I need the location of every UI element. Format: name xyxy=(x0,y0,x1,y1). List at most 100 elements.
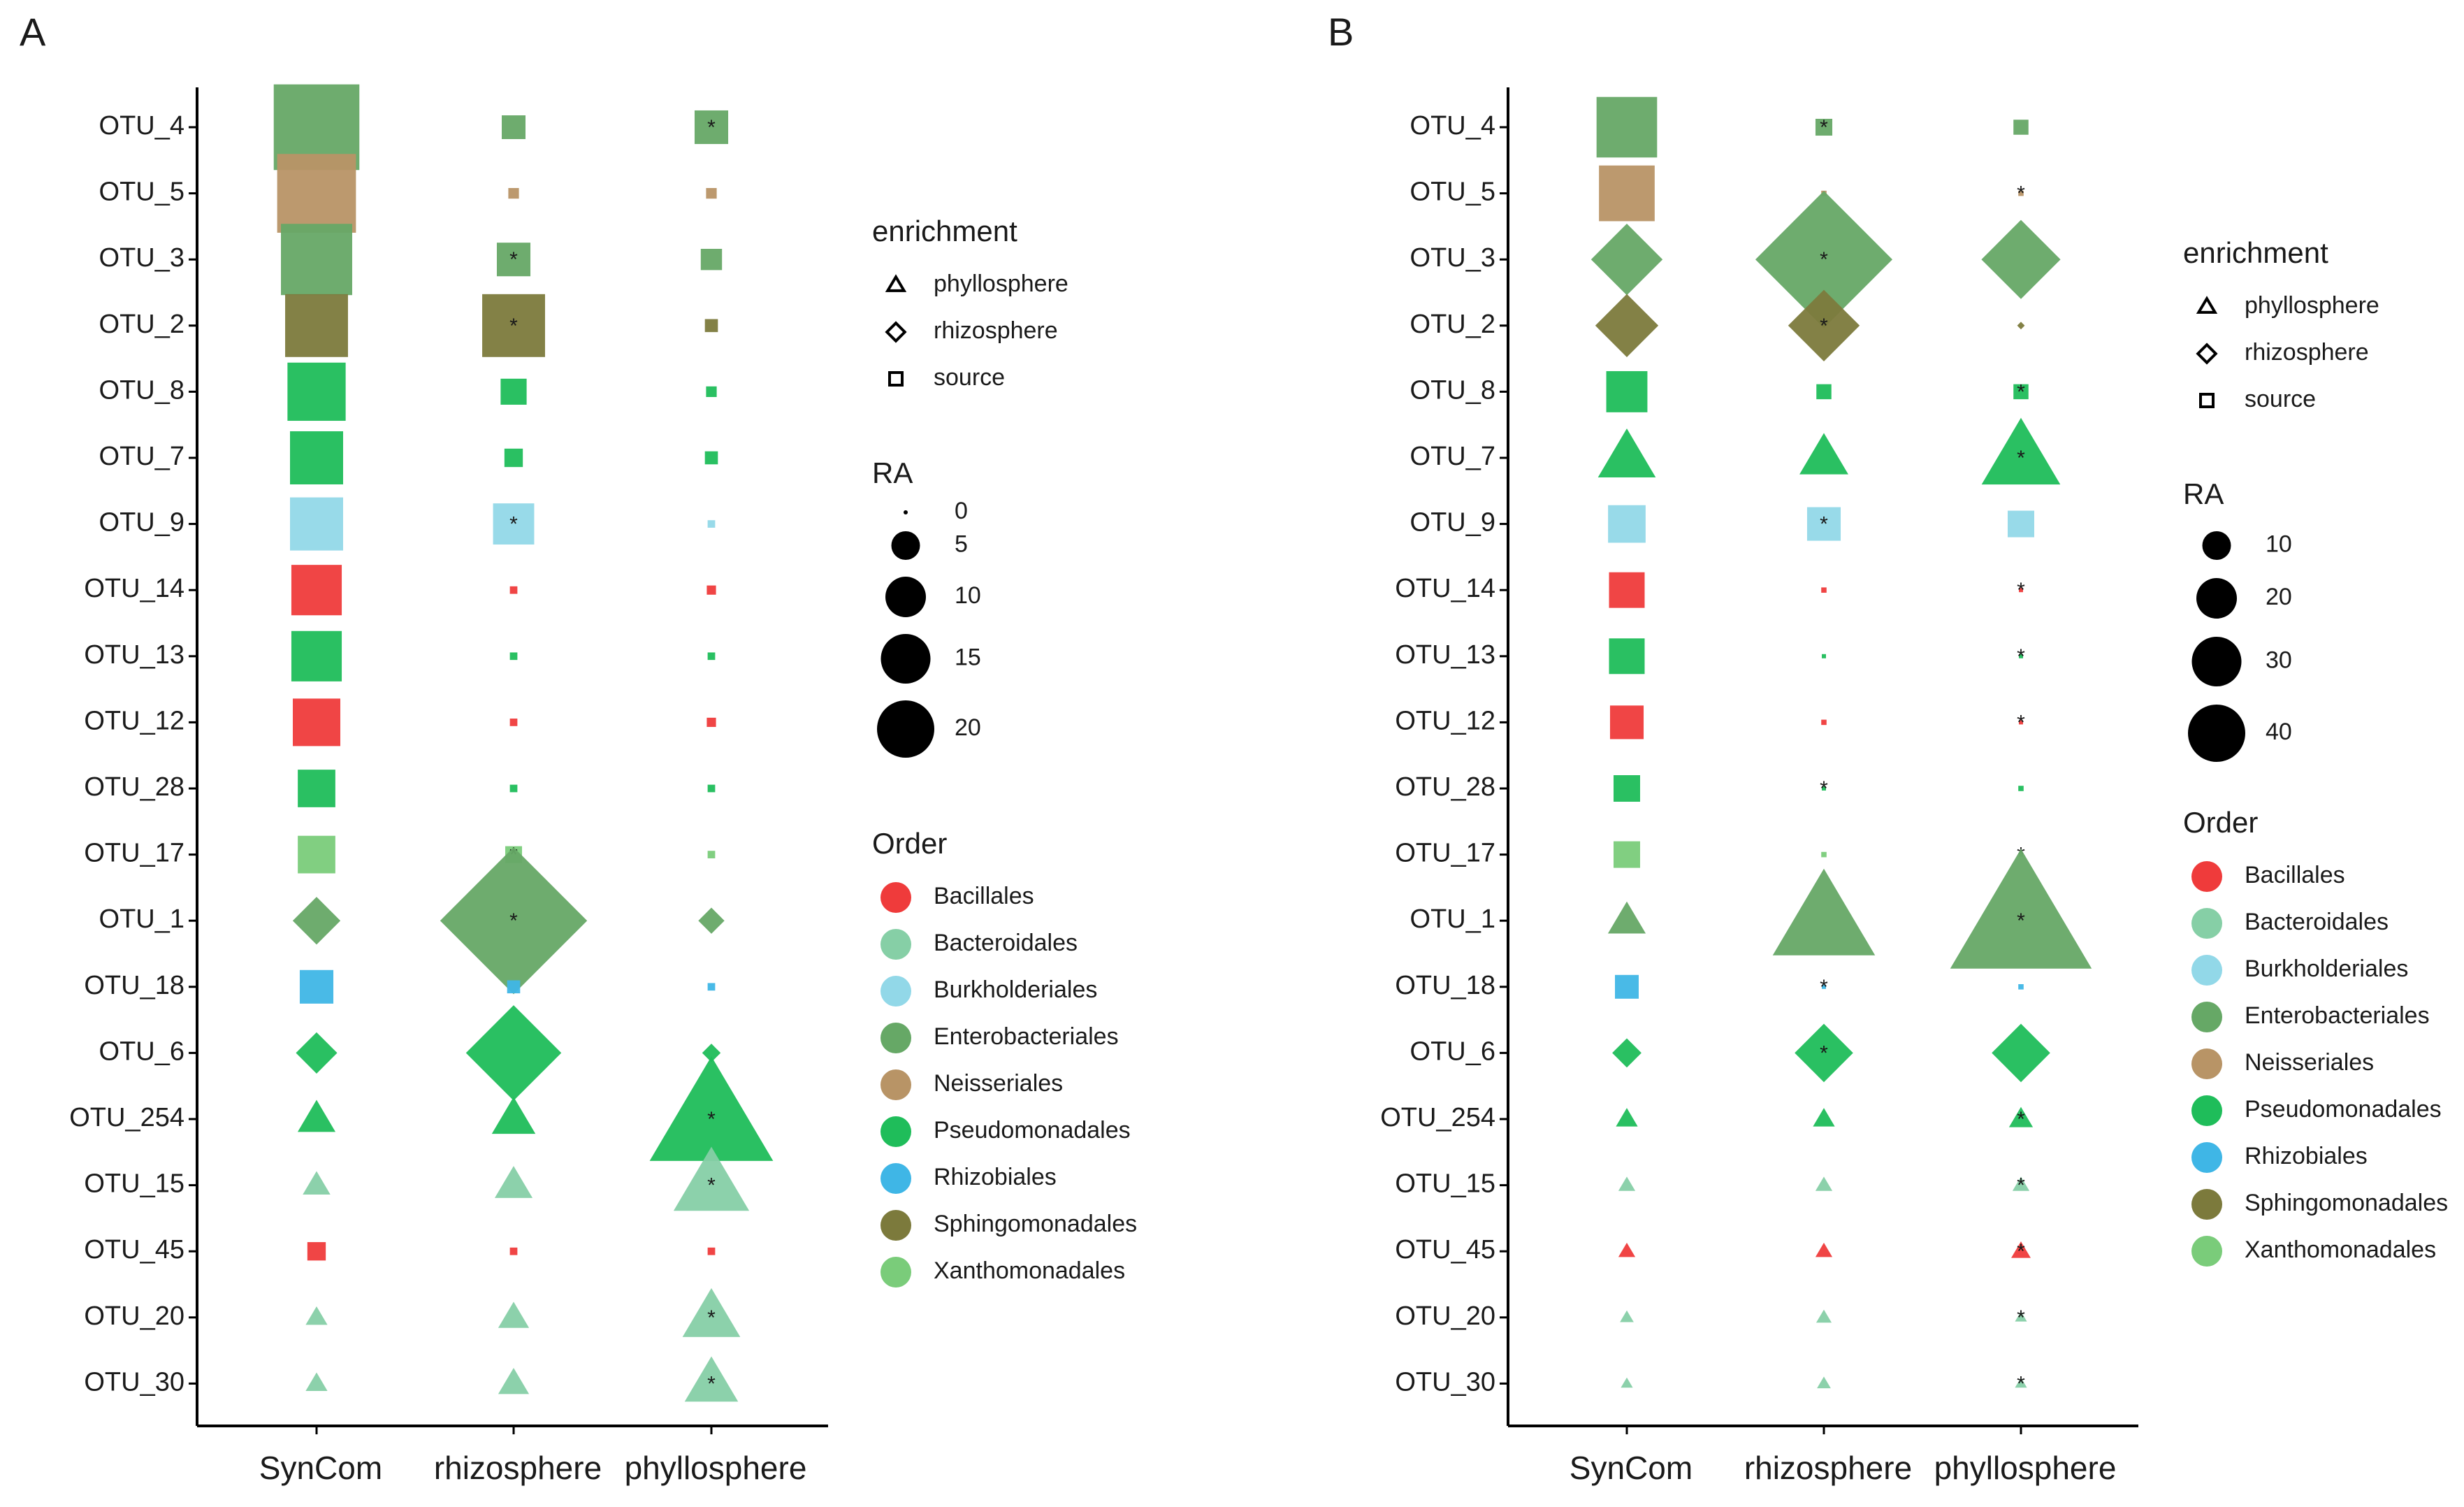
order-legend-swatch xyxy=(880,1257,911,1288)
y-tick-label: OTU_15 xyxy=(84,1169,184,1199)
data-point xyxy=(1806,507,1841,541)
size-legend-title: RA xyxy=(872,456,913,489)
significance-star: * xyxy=(509,513,518,536)
panel-label: A xyxy=(20,10,46,54)
data-point xyxy=(303,1171,331,1195)
order-legend-label: Neisseriales xyxy=(2245,1049,2374,1076)
order-legend-label: Rhizobiales xyxy=(2245,1143,2368,1169)
data-point xyxy=(498,1302,530,1328)
data-point xyxy=(2018,190,2024,196)
size-legend-circle xyxy=(880,633,931,684)
y-tick-label: OTU_20 xyxy=(1395,1302,1495,1331)
data-point xyxy=(1614,775,1640,802)
y-tick-label: OTU_12 xyxy=(1395,706,1495,735)
x-tick-label: SynCom xyxy=(1570,1450,1693,1486)
y-tick-label: OTU_7 xyxy=(1410,442,1495,471)
y-tick-label: OTU_14 xyxy=(1395,574,1495,603)
order-legend-swatch xyxy=(2191,1236,2222,1267)
order-legend-swatch xyxy=(880,1163,911,1194)
data-point xyxy=(299,969,334,1004)
y-tick-label: OTU_17 xyxy=(1395,839,1495,868)
data-point xyxy=(1815,1242,1833,1257)
data-point xyxy=(706,717,716,727)
size-legend-label: 5 xyxy=(955,531,968,557)
data-point xyxy=(1815,1176,1833,1191)
data-point xyxy=(1981,219,2061,299)
enrichment-legend-symbol xyxy=(885,274,907,292)
enrichment-legend-label: rhizosphere xyxy=(934,317,1058,344)
size-legend-title: RA xyxy=(2183,477,2224,510)
significance-star: * xyxy=(2017,1108,2025,1131)
data-point xyxy=(1815,118,1833,136)
data-point xyxy=(1607,901,1646,934)
enrichment-legend-label: phyllosphere xyxy=(934,271,1068,297)
data-point xyxy=(281,224,352,296)
data-point xyxy=(465,1005,562,1101)
data-point xyxy=(1621,1377,1633,1388)
data-point xyxy=(684,1356,739,1402)
data-point xyxy=(2008,510,2034,538)
significance-star: * xyxy=(1820,513,1828,536)
y-tick-label: OTU_13 xyxy=(84,640,184,670)
order-legend-swatch xyxy=(880,882,911,913)
y-tick-label: OTU_7 xyxy=(99,442,184,471)
data-point xyxy=(1596,96,1658,158)
order-legend-swatch xyxy=(880,1023,911,1053)
data-point xyxy=(296,1032,338,1074)
order-legend-swatch xyxy=(880,1210,911,1241)
data-point xyxy=(2011,1241,2031,1258)
data-point xyxy=(1813,1108,1835,1127)
significance-star: * xyxy=(2017,579,2025,602)
significance-star: * xyxy=(1820,976,1828,999)
significance-star: * xyxy=(707,1108,716,1131)
size-legend-circle xyxy=(904,510,908,514)
order-legend-swatch xyxy=(880,1069,911,1100)
order-legend-title: Order xyxy=(872,827,947,860)
order-legend-label: Bacteroidales xyxy=(934,930,1078,956)
data-point xyxy=(1772,868,1876,956)
data-point xyxy=(293,698,340,747)
significance-star: * xyxy=(707,1306,716,1329)
data-point xyxy=(1795,1023,1853,1083)
data-point xyxy=(1615,974,1639,999)
size-legend-circle xyxy=(2202,531,2231,560)
y-tick-label: OTU_45 xyxy=(1395,1235,1495,1264)
size-legend-label: 20 xyxy=(2266,584,2292,610)
order-legend-swatch xyxy=(880,929,911,960)
data-point xyxy=(509,719,518,726)
y-tick-label: OTU_5 xyxy=(1410,178,1495,207)
order-legend-label: Bacillales xyxy=(2245,862,2345,888)
data-point xyxy=(1590,224,1663,296)
order-legend-label: Burkholderiales xyxy=(2245,956,2408,982)
y-tick-label: OTU_6 xyxy=(99,1037,184,1066)
order-legend-swatch xyxy=(2191,955,2222,986)
data-point xyxy=(702,1044,721,1062)
y-tick-label: OTU_5 xyxy=(99,178,184,207)
y-tick-label: OTU_28 xyxy=(1395,772,1495,802)
data-point xyxy=(291,630,342,682)
order-legend-swatch xyxy=(2191,1048,2222,1079)
data-point xyxy=(2019,654,2023,658)
data-point xyxy=(292,897,341,945)
data-point xyxy=(1821,587,1827,593)
y-tick-label: OTU_15 xyxy=(1395,1169,1495,1199)
data-point xyxy=(700,249,723,271)
data-point xyxy=(1992,1023,2050,1083)
order-legend-swatch xyxy=(2191,908,2222,939)
data-point xyxy=(2018,984,2024,990)
significance-star: * xyxy=(2017,447,2025,470)
y-tick-label: OTU_45 xyxy=(84,1235,184,1264)
y-tick-label: OTU_13 xyxy=(1395,640,1495,670)
data-point xyxy=(2019,720,2023,725)
data-point xyxy=(502,115,526,139)
order-legend-swatch xyxy=(2191,1002,2222,1032)
size-legend-circle xyxy=(2196,578,2237,619)
y-tick-label: OTU_30 xyxy=(84,1367,184,1397)
data-point xyxy=(707,851,716,858)
order-legend-label: Xanthomonadales xyxy=(2245,1236,2436,1263)
order-legend-label: Burkholderiales xyxy=(934,976,1097,1003)
size-legend-label: 20 xyxy=(955,714,981,741)
order-legend-label: Sphingomonadales xyxy=(934,1211,1137,1237)
enrichment-legend-label: rhizosphere xyxy=(2245,339,2369,366)
data-point xyxy=(673,1146,750,1211)
